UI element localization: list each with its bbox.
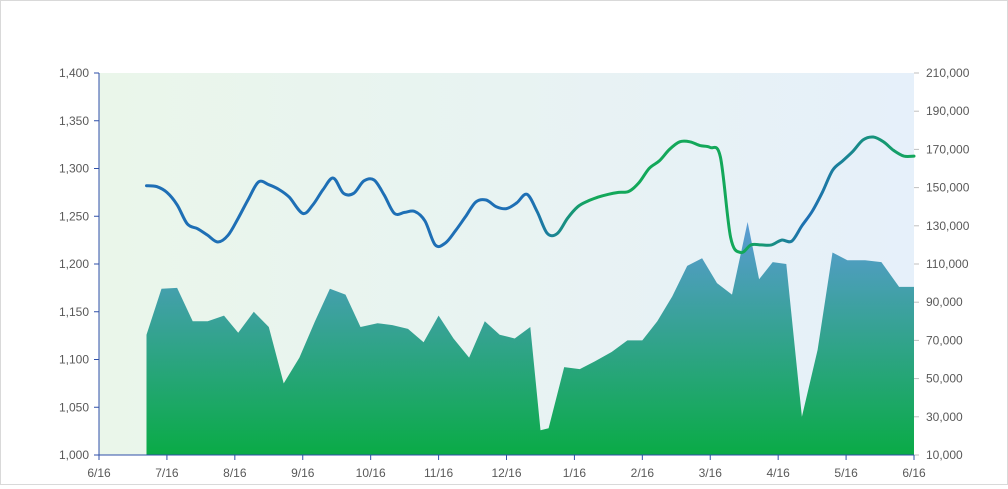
right-axis-tick-label: 70,000 [926, 333, 963, 347]
left-axis-tick-label: 1,400 [59, 66, 89, 80]
left-axis-tick-label: 1,000 [59, 448, 89, 462]
right-axis-tick-label: 30,000 [926, 410, 963, 424]
x-axis-tick-label: 6/16 [87, 466, 111, 480]
series-area-volume [146, 222, 914, 455]
left-axis-tick-label: 1,150 [59, 305, 89, 319]
left-axis-tick-label: 1,300 [59, 162, 89, 176]
x-axis-tick-label: 6/16 [902, 466, 926, 480]
x-axis-tick-label: 10/16 [356, 466, 386, 480]
x-axis-tick-label: 12/16 [491, 466, 521, 480]
right-axis-tick-label: 90,000 [926, 295, 963, 309]
x-axis-tick-label: 11/16 [424, 466, 453, 480]
x-axis-tick-label: 8/16 [223, 466, 247, 480]
x-axis-tick-label: 9/16 [291, 466, 315, 480]
right-axis-tick-label: 50,000 [926, 372, 963, 386]
series-line-price [145, 135, 916, 255]
x-axis-tick-label: 7/16 [155, 466, 179, 480]
right-axis-tick-label: 110,000 [926, 257, 969, 271]
x-axis-tick-label: 5/16 [834, 466, 858, 480]
left-axis-tick-label: 1,250 [59, 209, 89, 223]
right-axis-tick-label: 210,000 [926, 66, 970, 80]
x-axis-tick-label: 3/16 [699, 466, 723, 480]
x-axis-tick-label: 2/16 [631, 466, 655, 480]
left-axis-tick-label: 1,350 [59, 114, 89, 128]
left-axis-tick-label: 1,050 [59, 400, 89, 414]
right-axis-tick-label: 130,000 [926, 219, 970, 233]
x-axis-tick-label: 1/16 [563, 466, 587, 480]
left-axis-tick-label: 1,100 [59, 353, 89, 367]
x-axis-tick-label: 4/16 [766, 466, 790, 480]
right-axis-tick-label: 170,000 [926, 142, 970, 156]
right-axis-tick-label: 150,000 [926, 181, 970, 195]
right-axis-tick-label: 10,000 [926, 448, 963, 462]
left-axis-tick-label: 1,200 [59, 257, 89, 271]
right-axis-tick-label: 190,000 [926, 104, 970, 118]
